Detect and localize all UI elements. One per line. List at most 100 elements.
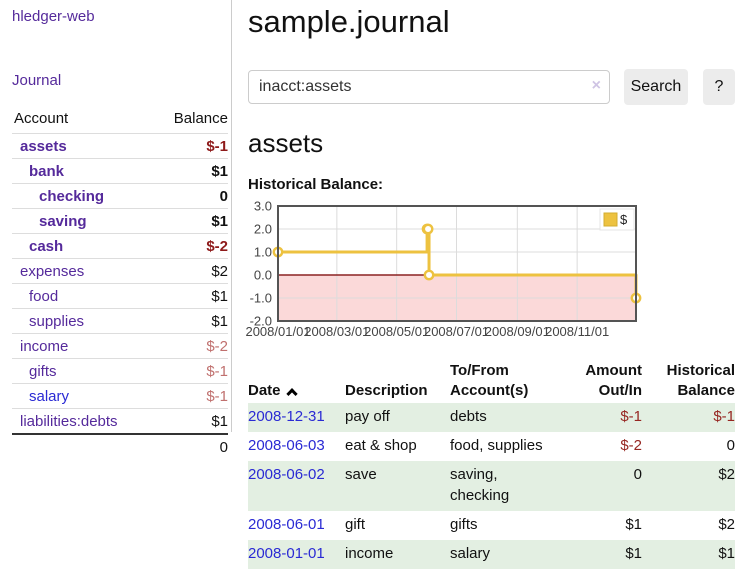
transaction-balance: $1 xyxy=(718,544,735,562)
transaction-date-link[interactable]: 2008-01-01 xyxy=(248,544,325,562)
account-balance: $1 xyxy=(152,283,228,309)
transaction-amount: 0 xyxy=(633,465,642,483)
transaction-accounts: salary xyxy=(450,544,491,562)
transaction-description: eat & shop xyxy=(345,436,417,454)
transaction-date-link[interactable]: 2008-12-31 xyxy=(248,408,325,425)
transaction-amount: $-2 xyxy=(620,436,642,454)
app-title-link[interactable]: hledger-web xyxy=(12,8,95,25)
transaction-accounts: gifts xyxy=(450,516,478,533)
account-row: gifts $-1 xyxy=(12,358,228,384)
svg-text:2008/01/01: 2008/01/01 xyxy=(245,324,310,339)
account-balance: $2 xyxy=(152,258,228,284)
account-row: assets $-1 xyxy=(12,133,228,159)
transaction-description: save xyxy=(345,465,377,483)
transaction-accounts: debts xyxy=(450,408,487,425)
register-row: 2008-06-02 save saving, checking 0 $2 xyxy=(248,460,735,511)
account-link[interactable]: checking xyxy=(39,187,105,205)
sidebar-divider xyxy=(231,0,232,432)
account-row: income $-2 xyxy=(12,333,228,359)
transaction-amount: $-1 xyxy=(620,408,642,425)
account-link[interactable]: cash xyxy=(29,237,64,255)
transaction-accounts: saving, checking xyxy=(450,465,510,505)
chart-canvas: $3.0 2.0 1.0 0.0 -1.0 -2.02008/01/012008/03/0… xyxy=(245,199,642,339)
svg-text:2008/11/01: 2008/11/01 xyxy=(545,324,609,339)
svg-text:2008/05/01: 2008/05/01 xyxy=(364,324,429,339)
svg-text:0.0: 0.0 xyxy=(254,268,272,283)
account-link[interactable]: supplies xyxy=(29,312,85,330)
accounts-table: Account Balance assets $-1 bank $1 checking 0… xyxy=(12,106,228,459)
accounts-total-value: 0 xyxy=(152,433,228,459)
accounts-total-row: 0 xyxy=(12,433,228,459)
account-row: cash $-2 xyxy=(12,233,228,259)
register-row: 2008-12-31 pay off debts $-1 $-1 xyxy=(248,403,735,432)
svg-text:2008/03/01: 2008/03/01 xyxy=(304,324,369,339)
account-balance: $-1 xyxy=(152,383,228,409)
account-heading: assets xyxy=(248,128,324,158)
register-header-row: Date Description To/From Account(s) Amoun… xyxy=(248,359,735,403)
account-balance: $-2 xyxy=(152,233,228,259)
svg-text:2008/07/01: 2008/07/01 xyxy=(424,324,489,339)
account-link[interactable]: expenses xyxy=(20,262,85,280)
register-header-date[interactable]: Date xyxy=(248,359,345,403)
transaction-balance: $2 xyxy=(718,465,735,483)
register-header-amount: Amount Out/In xyxy=(585,362,642,399)
account-link[interactable]: liabilities:debts xyxy=(20,412,118,430)
register-row: 2008-06-01 gift gifts $1 $2 xyxy=(248,511,735,540)
main-content: sample.journal × Search ? assets Histori… xyxy=(232,0,742,569)
accounts-header-balance: Balance xyxy=(173,110,228,127)
register-row: 2008-01-01 income salary $1 $1 xyxy=(248,539,735,569)
search-bar: × Search ? xyxy=(248,69,735,105)
account-row: saving $1 xyxy=(12,208,228,234)
transaction-balance: $2 xyxy=(718,516,735,533)
account-row: liabilities:debts $1 xyxy=(12,408,228,434)
account-balance: $1 xyxy=(152,158,228,184)
transaction-description: income xyxy=(345,544,394,562)
clear-search-icon[interactable]: × xyxy=(591,77,601,94)
account-row: supplies $1 xyxy=(12,308,228,334)
transaction-balance: 0 xyxy=(726,436,735,454)
register-table: Date Description To/From Account(s) Amoun… xyxy=(248,359,735,569)
transaction-amount: $1 xyxy=(625,544,642,562)
account-link[interactable]: food xyxy=(29,287,59,305)
accounts-header-account: Account xyxy=(14,110,69,127)
transaction-balance: $-1 xyxy=(713,408,735,425)
transaction-date-link[interactable]: 2008-06-03 xyxy=(248,436,325,454)
sort-ascending-icon xyxy=(285,387,298,399)
svg-text:2.0: 2.0 xyxy=(254,222,272,237)
transaction-amount: $1 xyxy=(625,516,642,533)
account-link[interactable]: saving xyxy=(39,212,87,230)
transaction-accounts: food, supplies xyxy=(450,436,543,454)
account-link[interactable]: income xyxy=(20,337,69,355)
page-title: sample.journal xyxy=(248,4,450,39)
help-button[interactable]: ? xyxy=(702,69,735,105)
svg-text:-1.0: -1.0 xyxy=(250,291,272,306)
transaction-date-link[interactable]: 2008-06-02 xyxy=(248,465,325,483)
svg-text:3.0: 3.0 xyxy=(254,199,272,214)
svg-text:$: $ xyxy=(620,212,628,227)
register-header-balance: Historical Balance xyxy=(666,362,735,399)
search-button[interactable]: Search xyxy=(624,69,688,105)
search-input[interactable] xyxy=(248,70,610,104)
historical-balance-chart: $3.0 2.0 1.0 0.0 -1.0 -2.0 2008/01/01 2008/03/0… xyxy=(245,199,735,342)
transaction-description: gift xyxy=(345,516,366,533)
account-balance: $1 xyxy=(152,408,228,434)
account-row: food $1 xyxy=(12,283,228,309)
account-balance: $-1 xyxy=(152,358,228,384)
register-header-accounts: To/From Account(s) xyxy=(450,362,529,399)
account-balance: $1 xyxy=(152,308,228,334)
transaction-date-link[interactable]: 2008-06-01 xyxy=(248,516,325,533)
svg-text:1.0: 1.0 xyxy=(254,245,272,260)
chart-title: Historical Balance: xyxy=(248,176,384,193)
account-link[interactable]: assets xyxy=(20,137,67,155)
account-link[interactable]: bank xyxy=(29,162,65,180)
account-row: checking 0 xyxy=(12,183,228,209)
account-link[interactable]: gifts xyxy=(29,362,57,380)
account-link[interactable]: salary xyxy=(29,387,70,405)
account-balance: $1 xyxy=(152,208,228,234)
svg-text:2008/09/01: 2008/09/01 xyxy=(485,324,550,339)
account-row: bank $1 xyxy=(12,158,228,184)
chart-legend: $ xyxy=(599,208,635,231)
transaction-description: pay off xyxy=(345,408,390,425)
sidebar-item-journal[interactable]: Journal xyxy=(12,72,62,89)
register-header-description: Description xyxy=(345,381,428,399)
